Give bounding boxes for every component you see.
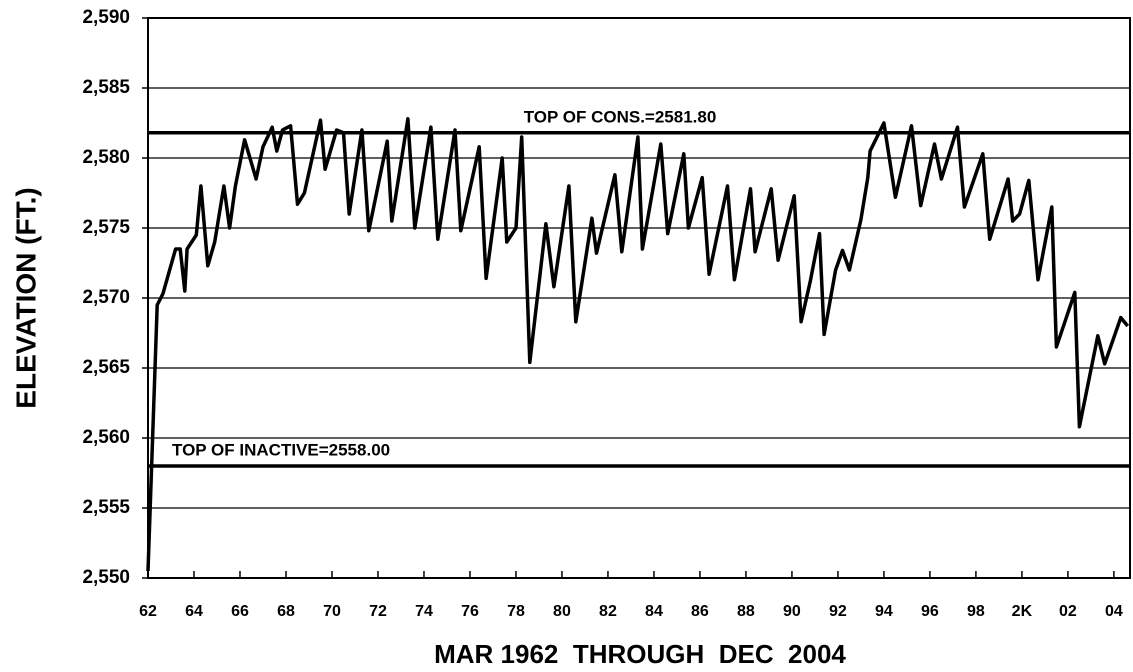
x-tick-label: 98	[967, 603, 985, 620]
y-axis-label: ELEVATION (FT.)	[10, 187, 41, 408]
x-tick-label: 04	[1105, 603, 1123, 620]
x-tick-label: 90	[783, 603, 801, 620]
x-tick-label: 80	[553, 603, 571, 620]
x-tick-label: 92	[829, 603, 847, 620]
y-tick-label: 2,565	[82, 357, 130, 378]
y-tick-label: 2,580	[82, 147, 130, 168]
x-tick-label: 74	[415, 603, 433, 620]
x-tick-label: 84	[645, 603, 663, 620]
x-tick-label: 66	[231, 603, 249, 620]
x-tick-label: 62	[139, 603, 157, 620]
reference-label: TOP OF CONS.=2581.80	[524, 107, 717, 126]
plot-frame	[147, 17, 1131, 579]
x-tick-label: 78	[507, 603, 525, 620]
x-tick-label: 76	[461, 603, 479, 620]
x-tick-label: 82	[599, 603, 617, 620]
y-tick-label: 2,590	[82, 7, 130, 28]
reference-label: TOP OF INACTIVE=2558.00	[172, 440, 390, 459]
y-tick-label: 2,550	[82, 567, 130, 588]
y-tick-label: 2,560	[82, 427, 130, 448]
x-tick-label: 2K	[1012, 603, 1033, 620]
x-tick-label: 68	[277, 603, 295, 620]
y-tick-label: 2,585	[82, 77, 130, 98]
x-tick-label: 64	[185, 603, 203, 620]
x-tick-label: 96	[921, 603, 939, 620]
x-tick-label: 86	[691, 603, 709, 620]
y-tick-label: 2,555	[82, 497, 130, 518]
x-tick-label: 94	[875, 603, 893, 620]
y-tick-label: 2,570	[82, 287, 130, 308]
x-tick-label: 70	[323, 603, 341, 620]
y-tick-label: 2,575	[82, 217, 130, 238]
x-axis-label: MAR 1962 THROUGH DEC 2004	[434, 639, 846, 669]
x-tick-label: 72	[369, 603, 387, 620]
x-tick-label: 02	[1059, 603, 1077, 620]
x-tick-label: 88	[737, 603, 755, 620]
data-line	[146, 117, 1130, 572]
